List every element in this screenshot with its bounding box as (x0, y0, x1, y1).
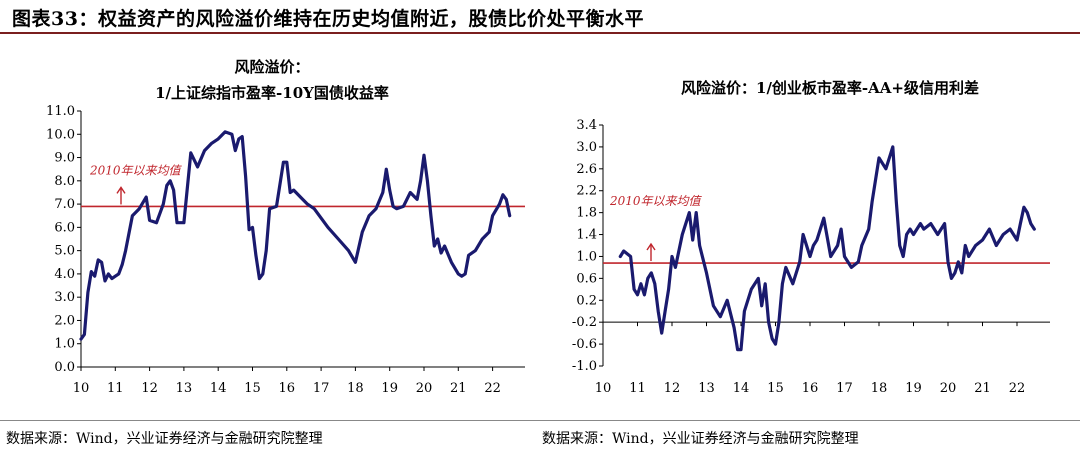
y-tick-label: 3.4 (576, 118, 597, 133)
x-tick-label: 20 (940, 381, 957, 396)
y-tick-label: 2.0 (54, 313, 75, 328)
x-tick-label: 16 (279, 381, 296, 396)
x-tick-label: 14 (210, 381, 227, 396)
mean-annotation: 2010年以来均值 (89, 163, 183, 177)
y-tick-label: 1.4 (576, 228, 597, 243)
figure-title: 图表33：权益资产的风险溢价维持在历史均值附近，股债比价处平衡水平 (12, 8, 644, 30)
x-tick-label: 13 (698, 381, 715, 396)
x-tick-label: 19 (905, 381, 922, 396)
x-tick-label: 15 (767, 381, 784, 396)
x-tick-label: 22 (1009, 381, 1026, 396)
chart-title: 风险溢价：1/创业板市盈率-AA+级信用利差 (681, 79, 979, 97)
x-tick-label: 18 (347, 381, 364, 396)
y-tick-label: 3.0 (576, 140, 597, 155)
x-tick-label: 22 (484, 381, 501, 396)
x-tick-label: 15 (244, 381, 261, 396)
y-tick-label: 1.0 (576, 249, 597, 264)
y-tick-label: 2.2 (576, 184, 597, 199)
x-tick-label: 21 (974, 381, 991, 396)
mean-annotation: 2010年以来均值 (609, 194, 703, 208)
x-tick-label: 19 (381, 381, 398, 396)
y-tick-label: -1.0 (572, 359, 597, 374)
x-tick-label: 16 (802, 381, 819, 396)
x-tick-label: 10 (73, 381, 90, 396)
y-tick-label: 9.0 (54, 151, 75, 166)
x-tick-label: 17 (313, 381, 330, 396)
source-note-right: 数据来源：Wind，兴业证券经济与金融研究院整理 (542, 431, 859, 447)
title-divider (0, 32, 1080, 34)
x-tick-label: 10 (595, 381, 612, 396)
chart-subtitle: 1/上证综指市盈率-10Y国债收益率 (155, 84, 389, 102)
x-tick-label: 20 (416, 381, 433, 396)
series-line (618, 145, 1036, 352)
x-tick-label: 11 (107, 381, 124, 396)
y-tick-label: 3.0 (54, 290, 75, 305)
x-tick-label: 11 (629, 381, 646, 396)
y-tick-label: 1.0 (54, 337, 75, 352)
y-tick-label: 7.0 (54, 197, 75, 212)
y-tick-label: 6.0 (54, 220, 75, 235)
y-tick-label: 11.0 (46, 104, 75, 119)
mean-arrow-head (116, 186, 126, 194)
x-tick-label: 12 (664, 381, 681, 396)
y-tick-label: 1.8 (576, 206, 597, 221)
series-line (79, 130, 512, 341)
y-tick-label: 0.6 (576, 271, 597, 286)
y-tick-label: 0.0 (54, 360, 75, 375)
x-tick-label: 14 (733, 381, 750, 396)
y-tick-label: -0.2 (572, 315, 597, 330)
x-tick-label: 18 (871, 381, 888, 396)
source-divider (0, 420, 1080, 421)
y-tick-label: 0.2 (576, 293, 597, 308)
x-tick-label: 13 (176, 381, 193, 396)
y-tick-label: 2.6 (576, 162, 597, 177)
x-tick-label: 17 (836, 381, 853, 396)
x-tick-label: 21 (450, 381, 467, 396)
mean-arrow-head (646, 242, 656, 251)
y-tick-label: 8.0 (54, 174, 75, 189)
y-tick-label: -0.6 (572, 337, 597, 352)
source-note-left: 数据来源：Wind，兴业证券经济与金融研究院整理 (6, 431, 323, 447)
y-tick-label: 4.0 (54, 267, 75, 282)
y-tick-label: 5.0 (54, 244, 75, 259)
chart-title: 风险溢价： (234, 58, 309, 76)
y-tick-label: 10.0 (46, 127, 75, 142)
x-tick-label: 12 (141, 381, 158, 396)
